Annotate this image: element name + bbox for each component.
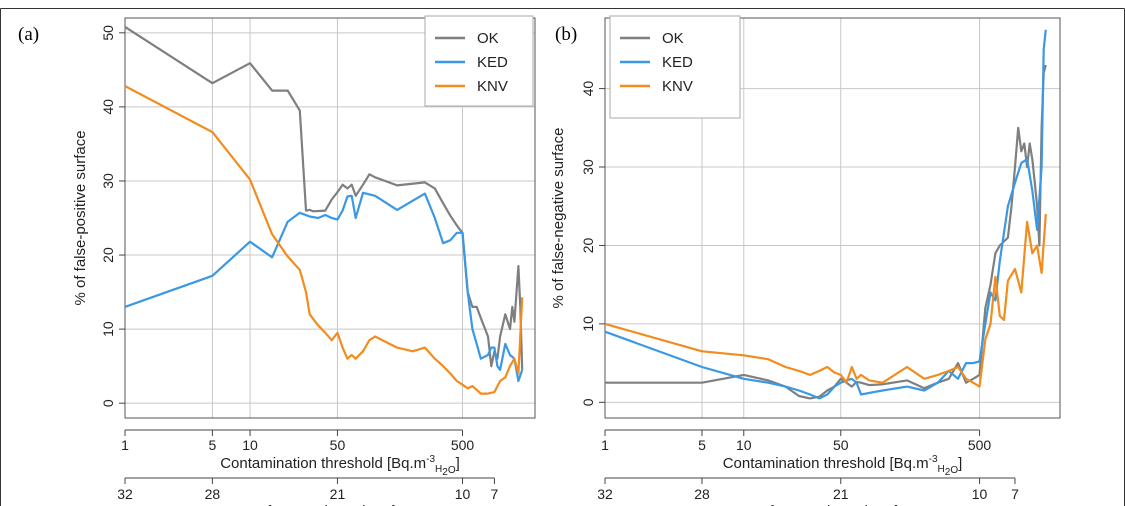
x-axis-title-part: H (938, 464, 945, 475)
chart-panel-a: (a) 0 10 20 30 40 50 % of false-positive surfac… (18, 15, 536, 506)
x-axis-title-part: 2 (945, 467, 951, 478)
x-axis-title-part: 2 (442, 467, 448, 478)
x-tick-label: 5 (698, 437, 706, 453)
y-tick-label: 20 (100, 247, 116, 263)
legend-box (609, 15, 741, 119)
x-tick-label: 10 (242, 437, 258, 453)
x-tick-label: 1 (121, 437, 129, 453)
x-axis-title-part: Contamination threshold [Bq.m (723, 455, 929, 472)
chart-panel-b: (b) 0 10 20 30 40 % of false-negative surface 1… (550, 15, 1061, 506)
y-tick-label: 30 (100, 173, 116, 189)
secondary-axis-title: % of contaminated surface (744, 503, 922, 506)
y-tick-label: 0 (100, 399, 116, 407)
legend-label-ked: KED (662, 54, 693, 71)
x-axis-title-part: ] (958, 455, 962, 472)
series-line-ok (124, 25, 524, 370)
series-line-ked (604, 29, 1047, 400)
x-axis-title: Contamination threshold [Bq.m-3H2O] (723, 454, 963, 478)
y-tick-label: 40 (100, 99, 116, 115)
series-line-knv (604, 214, 1047, 388)
y-tick-label: 20 (580, 237, 596, 253)
x-axis-title-part: -3 (426, 454, 435, 465)
secondary-tick-label: 10 (455, 486, 471, 502)
secondary-tick-label: 28 (205, 486, 221, 502)
x-tick-label: 50 (833, 437, 849, 453)
y-tick-label: 30 (580, 159, 596, 175)
secondary-tick-label: 21 (330, 486, 346, 502)
x-axis-title: Contamination threshold [Bq.m-3H2O] (220, 454, 460, 478)
legend-label-ok: OK (477, 30, 499, 47)
x-axis-title-part: Contamination threshold [Bq.m (220, 455, 426, 472)
y-axis-title: % of false-positive surface (72, 130, 89, 305)
legend-label-ked: KED (477, 54, 508, 71)
y-tick-label: 10 (580, 316, 596, 332)
series-line-ked (124, 191, 524, 383)
x-tick-label: 1 (601, 437, 609, 453)
legend-label-ok: OK (662, 30, 684, 47)
secondary-axis-title: % of contaminated surface (241, 503, 419, 506)
secondary-tick-label: 32 (597, 486, 613, 502)
x-tick-label: 10 (736, 437, 752, 453)
x-tick-label: 500 (968, 437, 992, 453)
series-line-knv (124, 85, 524, 395)
secondary-tick-label: 32 (117, 486, 133, 502)
secondary-tick-label: 21 (833, 486, 849, 502)
panel-label: (b) (555, 24, 577, 45)
y-tick-label: 40 (580, 81, 596, 97)
plot-border (124, 17, 536, 419)
x-tick-label: 5 (209, 437, 217, 453)
x-tick-label: 50 (330, 437, 346, 453)
y-tick-label: 10 (100, 321, 116, 337)
secondary-tick-label: 7 (491, 486, 499, 502)
x-axis-title-part: H (435, 464, 442, 475)
x-axis-title-part: O (950, 465, 958, 476)
x-axis-title-part: O (448, 465, 456, 476)
x-axis-title-part: ] (456, 455, 460, 472)
x-axis-title-part: -3 (929, 454, 938, 465)
plot-border (604, 17, 1061, 419)
x-tick-label: 500 (451, 437, 475, 453)
y-tick-label: 0 (580, 398, 596, 406)
secondary-tick-label: 28 (694, 486, 710, 502)
secondary-tick-label: 10 (972, 486, 988, 502)
panel-label: (a) (18, 24, 39, 45)
legend-label-knv: KNV (477, 78, 508, 95)
secondary-tick-label: 7 (1011, 486, 1019, 502)
y-tick-label: 50 (100, 25, 116, 41)
legend-label-knv: KNV (662, 78, 693, 95)
y-axis-title: % of false-negative surface (550, 128, 567, 309)
